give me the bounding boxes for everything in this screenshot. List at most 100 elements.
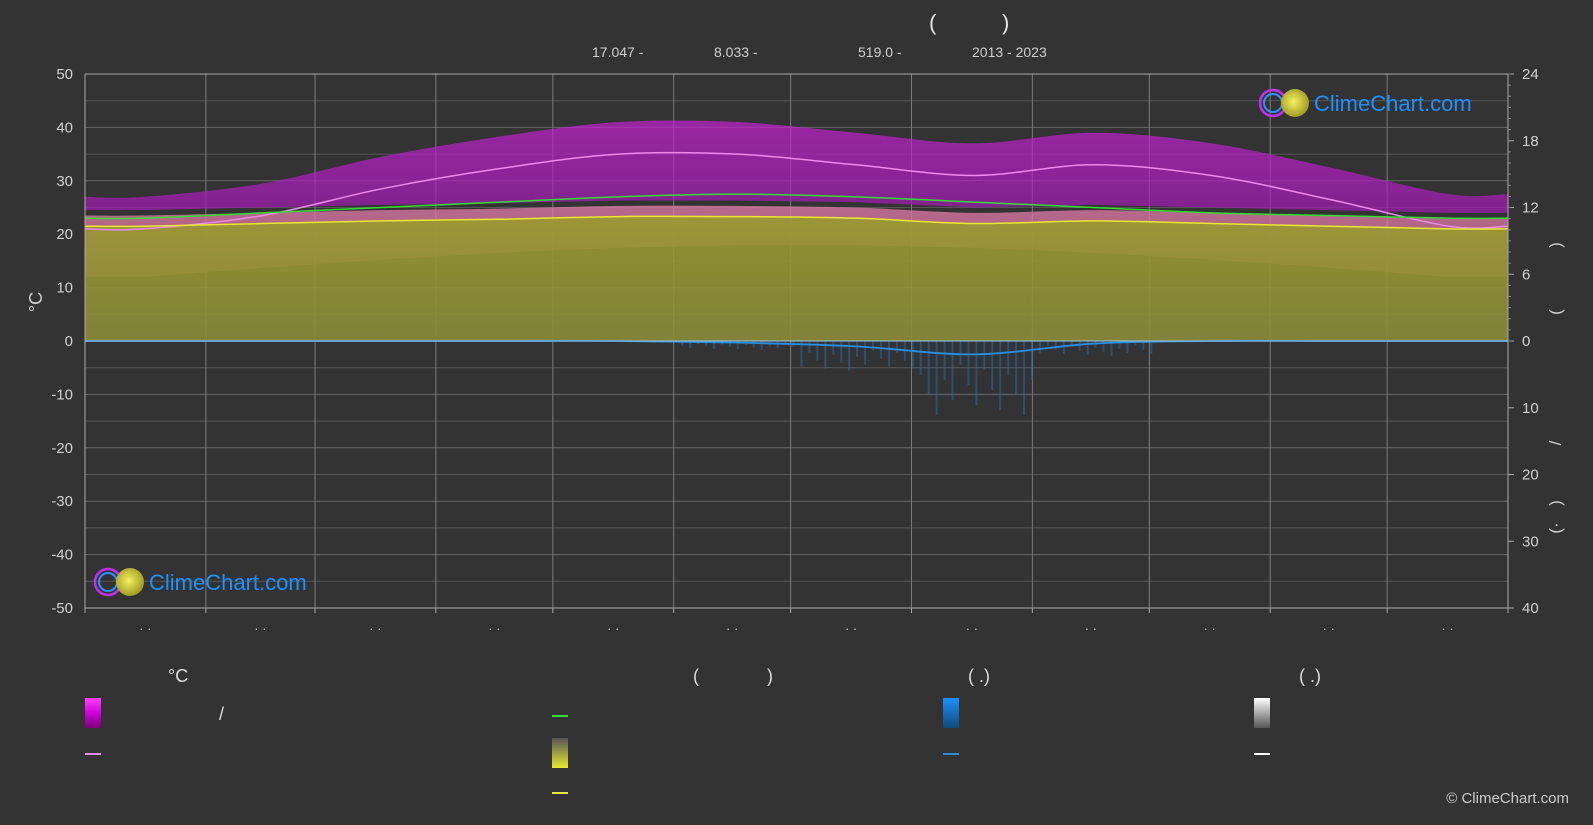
data-bands [85, 120, 1508, 416]
legend-swatch-snow-line [1254, 753, 1270, 755]
subtitle-longitude: 8.033 - [714, 44, 758, 60]
left-tick-label: -30 [51, 493, 73, 510]
precip-bar [1086, 341, 1089, 355]
logo-ring-inner-icon [98, 572, 118, 592]
left-tick-label: 10 [56, 280, 73, 297]
precip-bar [943, 341, 946, 381]
legend-sun-header-open: ( [693, 666, 699, 686]
precip-bar [895, 341, 898, 353]
precip-bar [816, 341, 819, 361]
month-label: · · [1085, 621, 1097, 636]
copyright-text: © ClimeChart.com [1446, 790, 1569, 807]
precip-bar [1038, 341, 1041, 353]
precip-bar [887, 341, 890, 367]
precip-bar [752, 341, 755, 348]
precip-bar [1070, 341, 1073, 347]
legend-temp-header: °C [168, 666, 189, 686]
precip-bar [1078, 341, 1081, 351]
legend-swatch-rain-line [943, 753, 959, 755]
precip-bar [1150, 341, 1153, 354]
month-label: · · [1204, 621, 1216, 636]
precip-bar [1102, 341, 1105, 352]
right-tick-label: 12 [1522, 200, 1539, 217]
precip-bar [1134, 341, 1137, 346]
month-label: · · [1323, 621, 1335, 636]
precip-bar [919, 341, 922, 376]
chart-subtitle: 17.047 - 8.033 - 519.0 - 2013 - 2023 [0, 44, 1593, 62]
precip-bar [935, 341, 938, 416]
legend-swatch-rain-band [943, 698, 959, 728]
logo-text: ClimeChart.com [1314, 91, 1472, 116]
precip-bar [1046, 341, 1049, 346]
title-close-paren: ) [1002, 10, 1010, 35]
precip-bar [983, 341, 986, 371]
precip-bar [1023, 341, 1026, 416]
precip-bar [967, 341, 970, 386]
legend-swatch-max-band [85, 698, 101, 728]
precip-bar [999, 341, 1002, 411]
subtitle-years: 2013 - 2023 [972, 44, 1047, 60]
right-tick-label: 0 [1522, 333, 1530, 350]
precip-bar [959, 341, 962, 366]
precip-bar [800, 341, 803, 367]
precip-bar [848, 341, 851, 371]
right-axis-label: (· [1546, 522, 1565, 533]
right-tick-label: 6 [1522, 266, 1530, 283]
precip-bar [951, 341, 954, 401]
precip-bar [991, 341, 994, 391]
left-tick-label: -50 [51, 600, 73, 617]
logo-sun-icon [1281, 89, 1309, 117]
precip-bar [856, 341, 859, 357]
precip-bar [864, 341, 867, 365]
precip-bar [808, 341, 811, 353]
month-label: · · [254, 621, 266, 636]
logo-text: ClimeChart.com [149, 570, 307, 595]
max-temp-mean-line [84, 151, 1509, 231]
precip-bar [1126, 341, 1129, 353]
legend-swatch-snow-band [1254, 698, 1270, 728]
left-axis-unit: °C [26, 292, 46, 312]
precip-bar [911, 341, 914, 369]
precip-bar [1015, 341, 1018, 396]
right-tick-label: 24 [1522, 66, 1539, 83]
left-tick-label: 50 [56, 66, 73, 83]
legend-swatch-max-line [85, 753, 101, 755]
logo-bottom-left[interactable]: ClimeChart.com [93, 567, 307, 597]
month-label: · · [845, 621, 857, 636]
precip-bar [872, 341, 875, 351]
precip-bar [927, 341, 930, 396]
precip-bar [1062, 341, 1065, 354]
precip-bar [713, 341, 716, 349]
precip-bar [1110, 341, 1113, 356]
precip-bar [1007, 341, 1010, 376]
logo-sun-icon [116, 568, 144, 596]
left-tick-label: 40 [56, 119, 73, 136]
month-label: · · [726, 621, 738, 636]
month-label: · · [139, 621, 151, 636]
title-open-paren: ( [929, 10, 937, 35]
month-label: · · [369, 621, 381, 636]
precip-bar [681, 341, 684, 346]
legend-rain-header: ( .) [968, 666, 990, 686]
precip-bar [689, 341, 692, 349]
right-axis-label: ) [1546, 500, 1565, 506]
legend-swatch-sunshine-band [552, 738, 568, 768]
precip-bar [1118, 341, 1121, 349]
precip-bar [736, 341, 739, 350]
chart-title: ( ) [0, 10, 1593, 36]
left-tick-label: -10 [51, 386, 73, 403]
max-temp-band [85, 120, 1508, 213]
precip-bar [705, 341, 708, 347]
legend-snow-header: ( .) [1299, 666, 1321, 686]
left-tick-label: 20 [56, 226, 73, 243]
precip-bar [1031, 341, 1034, 381]
left-tick-label: 30 [56, 173, 73, 190]
left-tick-label: 0 [65, 333, 73, 350]
month-label: · · [488, 621, 500, 636]
logo-top-right[interactable]: ClimeChart.com [1258, 88, 1472, 118]
legend-swatch-daylight-line [552, 715, 568, 717]
precip-bar [784, 341, 787, 344]
series-lines [84, 151, 1509, 356]
precip-bar [776, 341, 779, 349]
